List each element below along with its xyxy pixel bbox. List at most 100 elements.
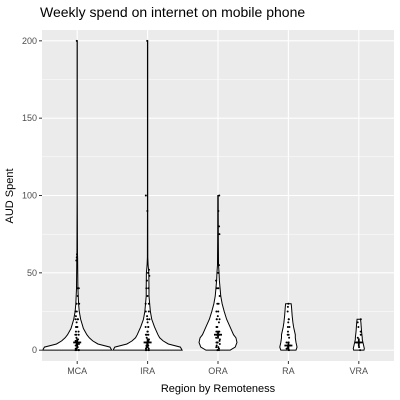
data-point [147, 349, 150, 352]
axis-layer: 0 50 100 150 200 MCA IRA ORA RA VRA [22, 36, 368, 376]
data-point [146, 209, 149, 212]
x-tick-label: VRA [350, 366, 369, 376]
data-point [217, 271, 220, 274]
data-point [144, 302, 147, 305]
data-point [359, 330, 362, 333]
data-point [216, 341, 219, 344]
data-point [356, 321, 359, 324]
data-point [78, 302, 81, 305]
y-tick-label: 50 [27, 268, 37, 278]
data-point [77, 287, 80, 290]
data-point [146, 318, 149, 321]
data-point [75, 347, 78, 350]
data-point [76, 318, 79, 321]
x-tick-label: IRA [140, 366, 155, 376]
data-point [215, 279, 218, 282]
data-point [74, 325, 77, 328]
data-point [146, 315, 149, 318]
data-point [286, 325, 289, 328]
data-point [77, 342, 80, 345]
data-point [215, 346, 218, 349]
data-point [74, 318, 77, 321]
data-point [146, 346, 149, 349]
data-point [146, 39, 149, 42]
y-tick-label: 200 [22, 36, 37, 46]
data-point [218, 233, 221, 236]
data-point [218, 318, 221, 321]
data-point [148, 274, 151, 277]
data-point [75, 310, 78, 313]
data-point [74, 339, 77, 342]
data-point [358, 346, 361, 349]
data-point [287, 302, 290, 305]
data-point [147, 347, 150, 350]
data-point [216, 349, 219, 352]
data-point [215, 318, 218, 321]
y-tick-label: 100 [22, 191, 37, 201]
data-point [218, 338, 221, 341]
x-tick-label: RA [282, 366, 295, 376]
data-point [147, 271, 150, 274]
x-tick-label: ORA [208, 366, 228, 376]
data-point [74, 333, 77, 336]
data-point [77, 349, 80, 352]
data-point [147, 268, 150, 271]
data-point [77, 330, 80, 333]
data-point [215, 310, 218, 313]
data-point [75, 259, 78, 262]
data-point [75, 336, 78, 339]
data-point [215, 330, 218, 333]
data-point [215, 336, 218, 339]
data-point [218, 264, 220, 267]
data-point [286, 310, 289, 313]
data-point [359, 318, 362, 321]
data-point [218, 339, 221, 342]
data-point [75, 253, 78, 256]
data-point [218, 295, 221, 298]
data-point [74, 315, 77, 318]
data-point [76, 346, 79, 349]
data-point [77, 333, 80, 336]
data-point [288, 349, 291, 352]
data-point [218, 342, 221, 345]
data-point [217, 209, 220, 212]
data-point [356, 336, 359, 339]
data-point [75, 321, 78, 324]
violin-group [41, 39, 113, 352]
data-point [288, 336, 291, 339]
data-point [76, 325, 79, 328]
violin-layer [41, 39, 365, 352]
data-point [145, 347, 147, 350]
violin-group [279, 302, 298, 352]
y-tick-label: 150 [22, 113, 37, 123]
data-point [359, 333, 362, 336]
data-point [147, 302, 150, 305]
data-point [74, 310, 77, 313]
data-point [144, 333, 147, 336]
data-point [217, 346, 220, 349]
data-point [359, 349, 362, 352]
data-point [74, 330, 77, 333]
data-point [215, 287, 218, 290]
data-point [286, 330, 289, 333]
violin-group [198, 194, 238, 352]
violin-group [352, 318, 365, 352]
data-point [144, 310, 147, 313]
data-point [285, 347, 288, 350]
data-point [74, 344, 77, 347]
data-point [144, 325, 147, 328]
data-point [217, 287, 220, 290]
data-point [146, 330, 149, 333]
data-point [288, 325, 291, 328]
y-tick-label: 0 [32, 345, 37, 355]
x-axis-title: Region by Remoteness [161, 383, 276, 395]
data-point [287, 318, 290, 321]
data-point [217, 321, 220, 324]
data-point [147, 333, 150, 336]
violin-group [112, 39, 183, 352]
data-point [147, 287, 150, 290]
data-point [217, 349, 220, 352]
data-point [287, 333, 290, 336]
data-point [145, 336, 148, 339]
